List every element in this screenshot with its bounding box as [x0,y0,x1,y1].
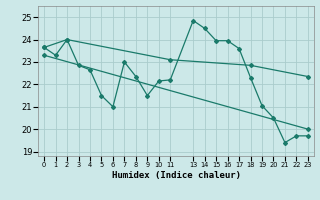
X-axis label: Humidex (Indice chaleur): Humidex (Indice chaleur) [111,171,241,180]
